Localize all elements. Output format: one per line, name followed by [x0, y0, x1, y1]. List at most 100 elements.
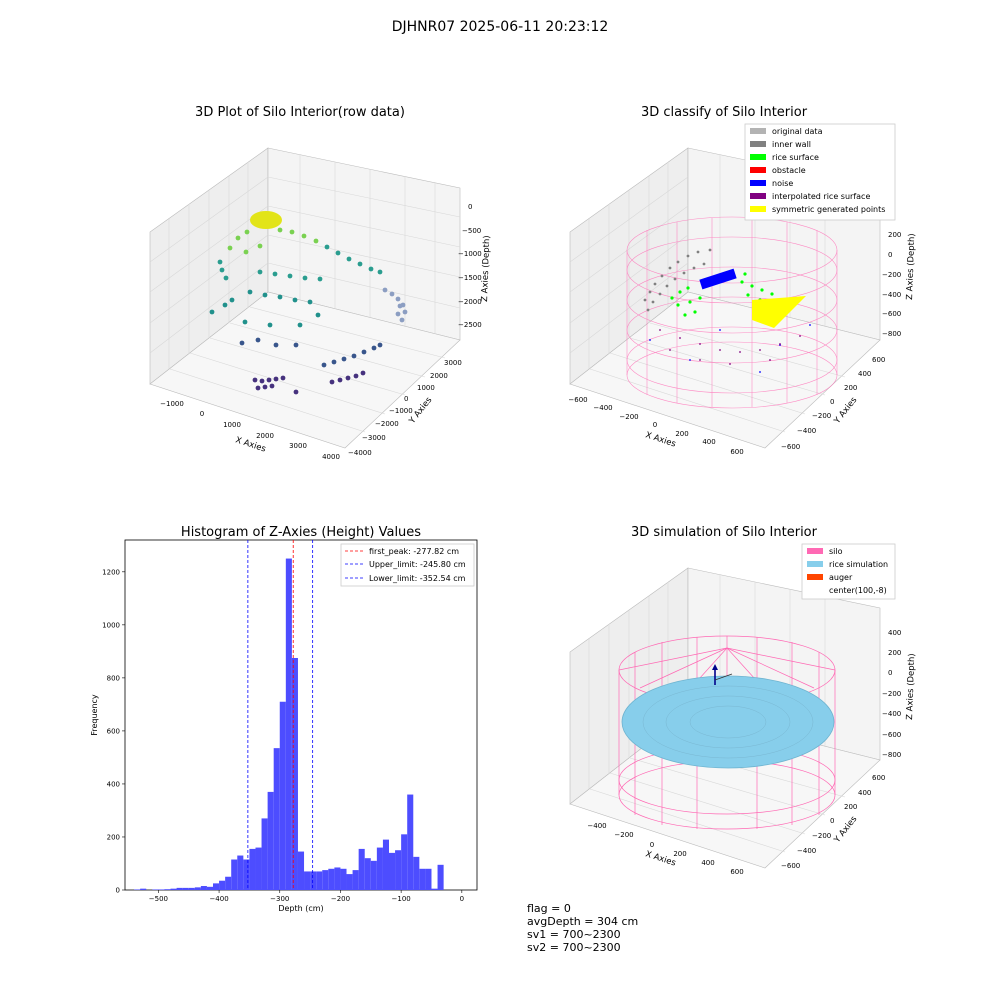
panel1-zticks: 0 −500 −1000 −1500 −2000 −2500 — [458, 203, 482, 329]
panel2-silo-wireframe — [626, 216, 838, 409]
legend-label: obstacle — [772, 166, 806, 175]
hist-bar — [407, 794, 414, 890]
panel1-gridlines — [149, 155, 461, 433]
hist-bar — [304, 871, 311, 890]
hist-xtick-label: −200 — [331, 895, 350, 903]
panel2-ztick: −200 — [882, 271, 901, 279]
panel4-zticks: 400 200 0 −200 −400 −600 −800 — [882, 629, 901, 759]
hist-bar — [291, 657, 298, 890]
hist-yticks: 0 200 400 600 800 1000 1200 — [102, 568, 125, 895]
hist-bar — [370, 860, 377, 890]
panel2-ztick: −600 — [882, 310, 901, 318]
legend-label: Upper_limit: -245.80 cm — [369, 560, 466, 569]
hist-xtick-label: −500 — [149, 895, 168, 903]
panel4-ytick: 400 — [858, 789, 871, 797]
panel4-ztick: 400 — [888, 629, 901, 637]
legend-label: first_peak: -277.82 cm — [369, 547, 459, 556]
hist-bar — [200, 886, 207, 890]
hist-bar — [358, 848, 365, 890]
hist-xtick-label: −400 — [209, 895, 228, 903]
panel1-xtick: 2000 — [256, 432, 274, 440]
panel4-xtick: 400 — [701, 859, 714, 867]
panel4-ytick: 0 — [830, 817, 834, 825]
panel1-yticks: 3000 2000 1000 0 −1000 −2000 −3000 −4000 — [348, 359, 462, 457]
legend-swatch-noise — [750, 180, 766, 186]
status-flag: flag = 0 — [527, 902, 571, 915]
hist-bar — [352, 870, 359, 890]
legend-label: symmetric generated points — [772, 205, 885, 214]
status-line: flag = 0 avgDepth = 304 cm sv1 = 700~230… — [520, 889, 650, 954]
auger-icon — [712, 664, 733, 685]
panel1-arc-teal — [217, 244, 383, 282]
panel4-xticks: −400 −200 0 200 400 600 — [587, 822, 743, 876]
panel2-yticks: 600 400 200 0 −200 −400 −600 — [781, 356, 885, 451]
legend-swatch-rice-sim — [807, 561, 823, 567]
panel4-ztick: −600 — [882, 731, 901, 739]
legend-label: rice surface — [772, 153, 819, 162]
status-avg-depth: avgDepth = 304 cm — [527, 915, 639, 928]
panel1-arc-top — [227, 227, 319, 255]
panel1-xtick: −1000 — [160, 400, 184, 408]
panel-simulation: 3D simulation of Silo Interior — [569, 525, 917, 876]
legend-swatch-symmetric — [750, 206, 766, 212]
panel1-axes-box — [149, 147, 461, 449]
legend-label: auger — [829, 573, 853, 582]
panel2-ytick: 200 — [844, 384, 857, 392]
hist-bar — [340, 868, 347, 890]
hist-bar — [382, 839, 389, 890]
hist-bar — [395, 850, 402, 890]
legend-swatch-silo — [807, 548, 823, 554]
hist-plot-frame — [124, 539, 478, 891]
legend-label: Lower_limit: -352.54 cm — [369, 574, 466, 583]
panel-histogram: Histogram of Z-Axies (Height) Values −50… — [90, 525, 478, 913]
panel2-ylabel: Y Axies — [832, 395, 860, 427]
panel4-title: 3D simulation of Silo Interior — [631, 525, 818, 540]
hist-bar — [425, 868, 432, 890]
hist-bar — [213, 883, 220, 890]
panel1-mid-green — [209, 289, 321, 328]
hist-xtick-label: 0 — [460, 895, 464, 903]
hist-bar — [328, 868, 335, 890]
panel1-ytick: −1000 — [389, 407, 413, 415]
panel2-ztick: 200 — [888, 231, 901, 239]
hist-bar — [231, 859, 238, 890]
legend-swatch-inner-wall — [750, 141, 766, 147]
hist-ytick-label: 1000 — [102, 621, 120, 629]
hist-bar — [170, 888, 177, 890]
status-sv2: sv2 = 700~2300 — [527, 941, 621, 954]
hist-bar — [285, 558, 292, 890]
legend-swatch-obstacle — [750, 167, 766, 173]
legend-swatch-interpolated — [750, 193, 766, 199]
panel1-ytick: −2000 — [375, 420, 399, 428]
panel4-ytick: −600 — [781, 862, 800, 870]
hist-ylabel: Frequency — [90, 694, 99, 736]
hist-bars — [134, 558, 444, 890]
panel2-ztick: −800 — [882, 330, 901, 338]
legend-label: noise — [772, 179, 793, 188]
panel1-xtick: 4000 — [322, 453, 340, 461]
hist-bar — [182, 887, 189, 890]
panel4-rice-texture — [642, 685, 814, 759]
panel1-xticks: −1000 0 1000 2000 3000 4000 — [160, 400, 340, 461]
panel1-ytick: −3000 — [362, 434, 386, 442]
hist-xlabel: Depth (cm) — [278, 904, 323, 913]
panel2-xtick: −200 — [619, 413, 638, 421]
hist-xticks: −500 −400 −300 −200 −100 0 — [149, 890, 464, 903]
panel4-ztick: 200 — [888, 649, 901, 657]
panel2-ytick: −200 — [812, 412, 831, 420]
hist-bar — [322, 870, 329, 890]
hist-bar — [140, 888, 147, 890]
hist-bar — [237, 855, 244, 890]
legend-label: rice simulation — [829, 560, 888, 569]
panel1-ytick: 1000 — [417, 384, 435, 392]
hist-bar — [219, 880, 226, 890]
panel4-xtick: −200 — [614, 831, 633, 839]
hist-bar — [188, 887, 195, 890]
hist-bar — [413, 856, 420, 890]
panel4-ztick: 0 — [888, 669, 892, 677]
hist-bar — [364, 858, 371, 890]
panel1-ytick: −4000 — [348, 449, 372, 457]
panel2-xtick: 0 — [653, 421, 657, 429]
hist-bar — [176, 887, 183, 890]
